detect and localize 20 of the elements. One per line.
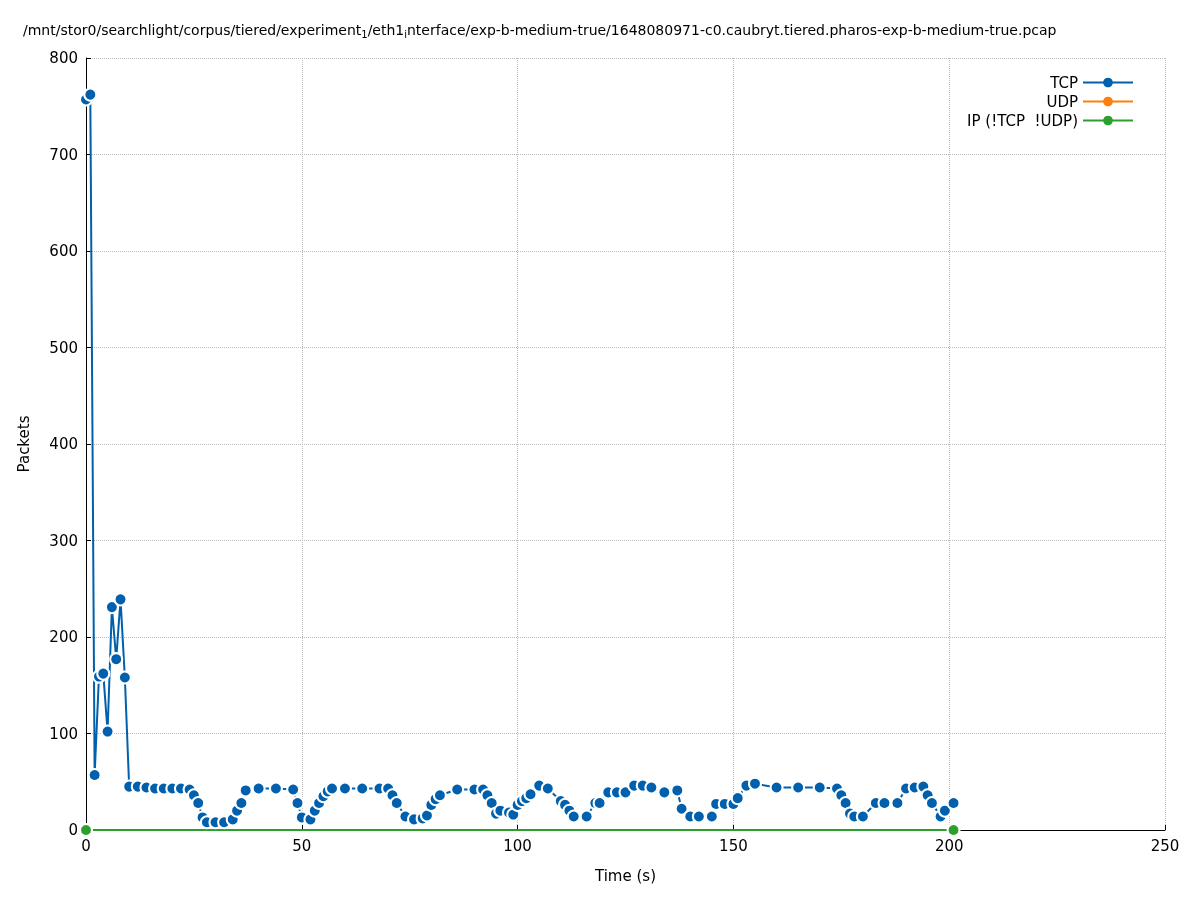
- legend-label: TCP: [1049, 73, 1078, 92]
- x-tick-label: 200: [934, 836, 964, 855]
- x-tick-label: 250: [1150, 836, 1180, 855]
- x-axis-title: Time (s): [594, 866, 656, 885]
- y-tick-label: 500: [49, 338, 78, 357]
- x-tick-label: 0: [81, 836, 91, 855]
- y-tick-label: 100: [49, 724, 78, 743]
- y-tick-label: 300: [49, 531, 78, 550]
- y-tick-label: 600: [49, 242, 78, 260]
- legend-label: UDP: [1046, 92, 1078, 111]
- y-tick-label: 800: [49, 49, 78, 67]
- y-tick-label: 0: [68, 821, 78, 839]
- x-tick-label: 50: [292, 836, 312, 855]
- x-tick-label: 150: [719, 836, 748, 855]
- y-tick-label: 700: [49, 145, 78, 164]
- y-axis-title: Packets: [14, 415, 33, 473]
- legend-label: IP (!TCP !UDP): [967, 111, 1078, 130]
- y-tick-label: 200: [49, 628, 78, 646]
- y-tick-label: 400: [49, 435, 78, 453]
- x-tick-label: 100: [503, 836, 532, 855]
